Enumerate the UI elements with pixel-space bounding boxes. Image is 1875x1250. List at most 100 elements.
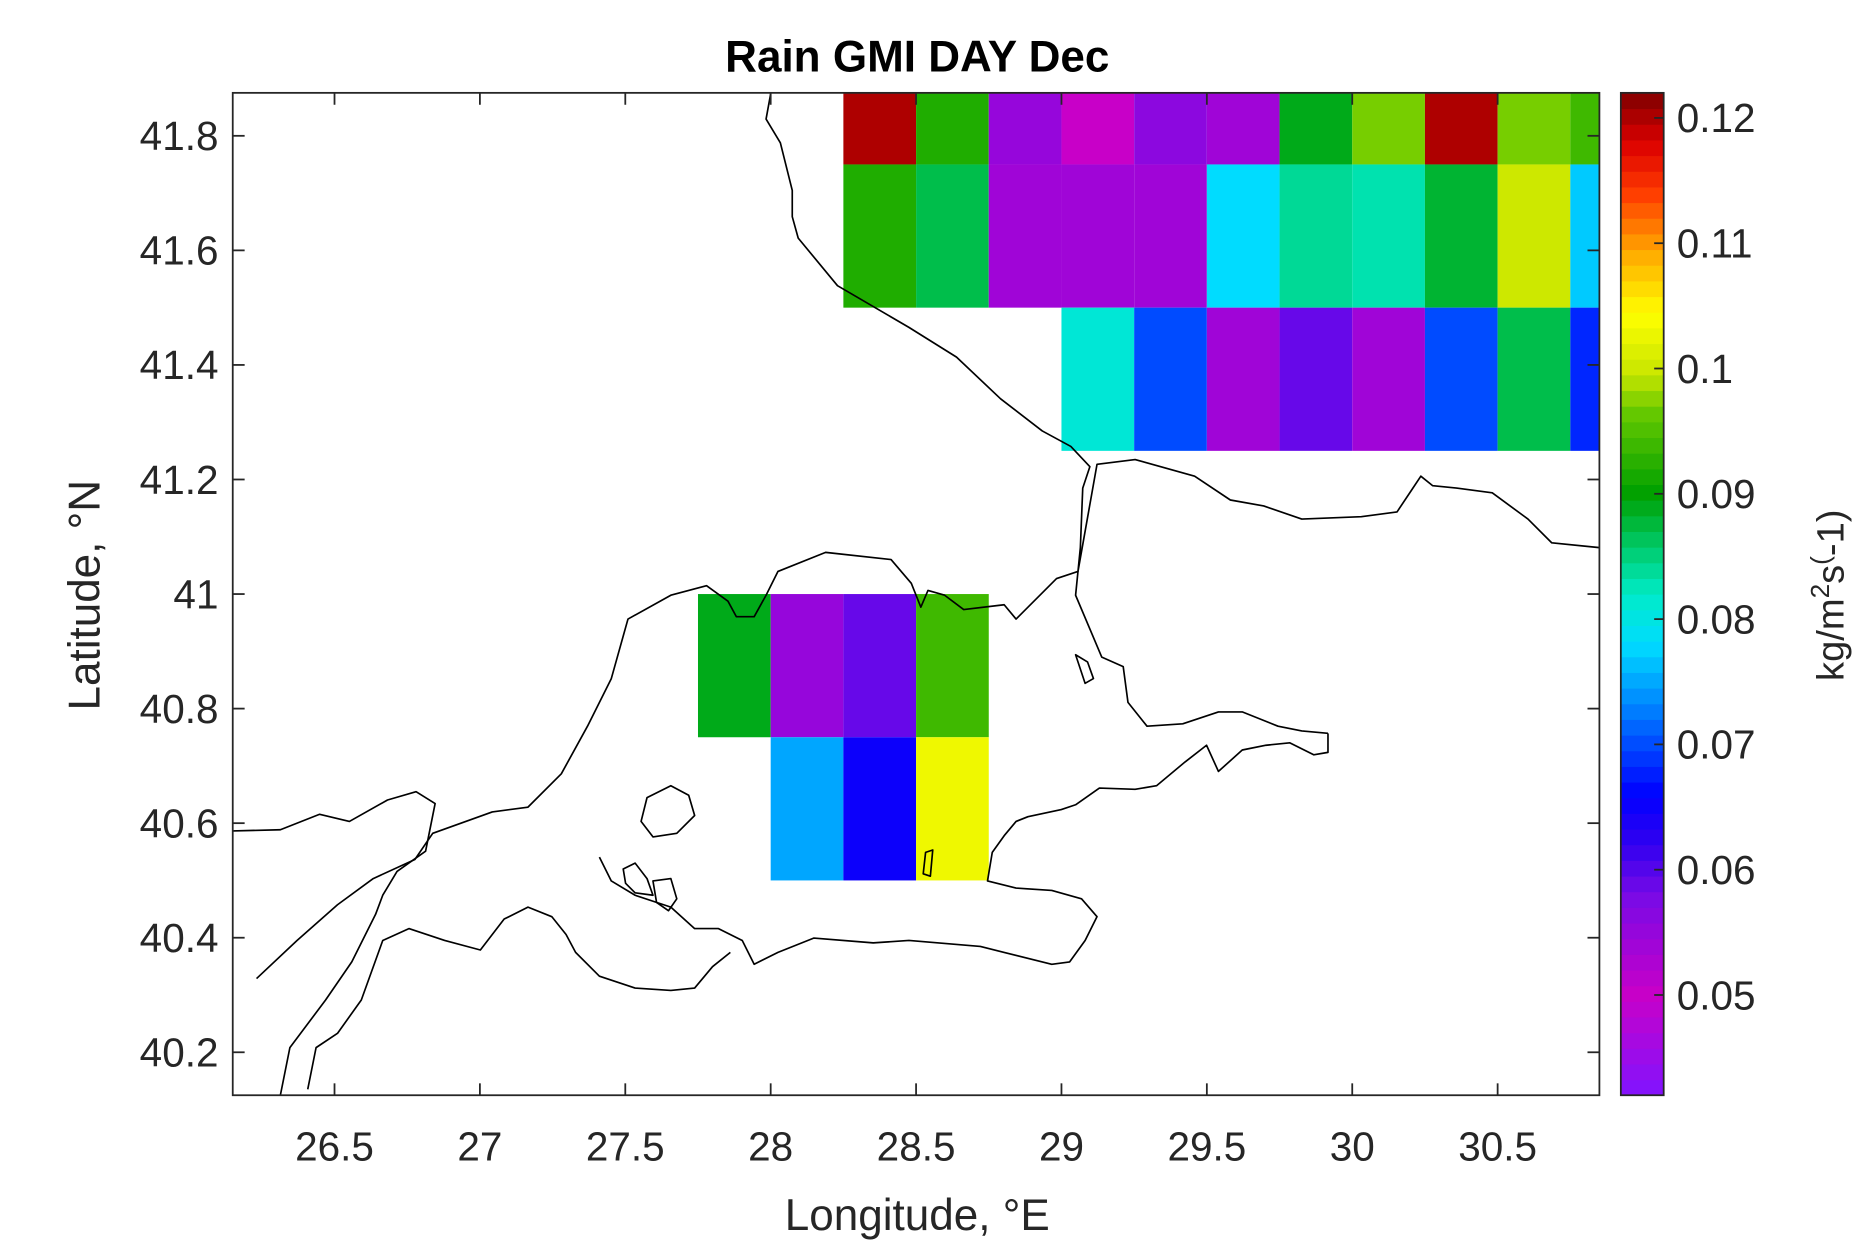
rain-cell-r2-c0 <box>1061 307 1135 451</box>
rain-cell-r0-c9 <box>1497 92 1571 165</box>
colorbar-step <box>1620 124 1664 141</box>
rain-cell-r1-c6 <box>1279 164 1353 308</box>
rain-cell-r3-c0 <box>697 594 771 738</box>
rain-cell-r3-c2 <box>843 594 917 738</box>
colorbar-step <box>1620 327 1664 345</box>
colorbar-step <box>1620 1032 1664 1049</box>
colorbar-step <box>1620 312 1664 329</box>
colorbar-tick-label: 0.06 <box>1677 847 1756 893</box>
colorbar-tick-label: 0.08 <box>1677 596 1756 642</box>
colorbar-step <box>1620 1063 1664 1081</box>
coastline-thrace <box>232 790 436 1096</box>
colorbar-step <box>1620 186 1664 204</box>
colorbar-tick-label: 0.11 <box>1677 221 1753 267</box>
colorbar-step <box>1620 938 1664 955</box>
colorbar-step <box>1620 735 1664 752</box>
colorbar-step <box>1620 969 1664 987</box>
coastline-marmara-south <box>598 733 1329 966</box>
colorbar-step <box>1620 641 1664 658</box>
rain-cell-r0-c6 <box>1279 92 1353 165</box>
colorbar-label-unit: kg/m <box>1810 598 1852 681</box>
colorbar-step <box>1620 406 1664 423</box>
colorbar-step <box>1620 249 1664 266</box>
y-tick-label: 41.8 <box>140 113 219 159</box>
colorbar-step <box>1620 500 1664 517</box>
coastline-black-sea <box>765 92 1600 573</box>
y-tick-label: 40.4 <box>140 915 219 961</box>
x-tick-label: 27.5 <box>586 1124 665 1170</box>
colorbar-step <box>1620 531 1664 548</box>
rain-cell-r3-c1 <box>770 594 844 738</box>
rain-cell-r2-c7 <box>1570 307 1600 451</box>
colorbar-step <box>1620 108 1664 125</box>
x-tick-label: 29 <box>1039 1124 1084 1170</box>
colorbar-step <box>1620 343 1664 360</box>
x-axis-label: Longitude, °E <box>785 1191 1050 1240</box>
colorbar-label: kg/m2s(-1) <box>1805 510 1852 681</box>
rain-cell-r1-c7 <box>1352 164 1425 308</box>
colorbar-ticks: 0.05 0.06 0.07 0.08 0.09 0.1 0.11 0.12 <box>1654 95 1756 1018</box>
rain-cell-r4-c1 <box>843 737 917 881</box>
rain-cell-r2-c6 <box>1497 307 1571 451</box>
colorbar-step <box>1620 453 1664 470</box>
colorbar-step <box>1620 922 1664 940</box>
colorbar-step <box>1620 688 1664 705</box>
colorbar-step <box>1620 954 1664 971</box>
rain-cell-r3-c3 <box>916 594 989 738</box>
x-tick-label: 30.5 <box>1458 1124 1537 1170</box>
rain-cell-r0-c1 <box>916 92 989 165</box>
rain-cell-r1-c10 <box>1570 164 1600 308</box>
colorbar-step <box>1620 719 1664 736</box>
colorbar-tick-label: 0.05 <box>1677 972 1756 1018</box>
colorbar: 0.05 0.06 0.07 0.08 0.09 0.1 0.11 0.12 <box>1619 91 1756 1097</box>
colorbar-step <box>1620 171 1664 188</box>
rain-cell-r0-c2 <box>988 92 1062 165</box>
colorbar-step <box>1620 797 1664 814</box>
y-tick-label: 41.2 <box>140 457 219 503</box>
colorbar-step <box>1620 813 1664 830</box>
colorbar-step <box>1620 1001 1664 1018</box>
x-tick-label: 28.5 <box>877 1124 956 1170</box>
colorbar-scale <box>1620 92 1664 1096</box>
x-axis: 26.5 27 27.5 28 28.5 29 29.5 30 30.5 <box>295 92 1537 1170</box>
colorbar-step <box>1620 578 1664 595</box>
colorbar-step <box>1620 1048 1664 1065</box>
island-small <box>922 849 934 878</box>
rain-cell-r2-c1 <box>1134 307 1207 451</box>
y-tick-label: 40.8 <box>140 686 219 732</box>
colorbar-step <box>1620 860 1664 877</box>
y-axis-label: Latitude, °N <box>60 480 109 711</box>
colorbar-step <box>1620 656 1664 673</box>
y-tick-label: 40.2 <box>140 1030 219 1076</box>
colorbar-step <box>1620 781 1664 799</box>
island-princes <box>1074 653 1095 685</box>
colorbar-step <box>1620 202 1664 219</box>
colorbar-tick-label: 0.09 <box>1677 471 1756 517</box>
y-axis: 40.2 40.4 40.6 40.8 41 41.2 41.4 41.6 41.8 <box>140 113 1600 1076</box>
rain-cell-r1-c3 <box>1061 164 1135 308</box>
y-tick-label: 41 <box>173 571 218 617</box>
rain-cell-r0-c0 <box>843 92 917 165</box>
colorbar-step <box>1620 1079 1664 1096</box>
rain-cell-r0-c4 <box>1134 92 1207 165</box>
colorbar-step <box>1620 484 1664 501</box>
colorbar-step <box>1620 374 1664 392</box>
colorbar-step <box>1620 672 1664 689</box>
colorbar-step <box>1620 625 1664 642</box>
rain-cell-r2-c2 <box>1206 307 1280 451</box>
rain-cell-r1-c0 <box>843 164 917 308</box>
colorbar-step <box>1620 515 1664 532</box>
colorbar-step <box>1620 891 1664 908</box>
x-tick-label: 28 <box>748 1124 793 1170</box>
rain-grid <box>697 92 1600 881</box>
island-pasalimani <box>652 877 678 912</box>
island-avsa <box>622 862 654 897</box>
y-tick-label: 41.6 <box>140 228 219 274</box>
rain-cell-r1-c2 <box>988 164 1062 308</box>
rain-cell-r0-c8 <box>1424 92 1498 165</box>
colorbar-step <box>1620 468 1664 486</box>
y-tick-label: 40.6 <box>140 800 219 846</box>
rain-cell-r1-c9 <box>1497 164 1571 308</box>
colorbar-step <box>1620 155 1664 172</box>
